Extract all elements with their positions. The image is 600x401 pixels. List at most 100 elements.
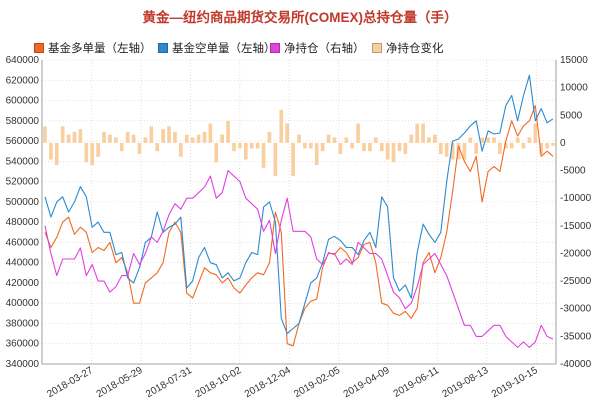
y-left-tick-label: 340000 <box>6 359 40 370</box>
legend-label-net: 净持仓（右轴） <box>284 43 365 55</box>
net-change-bar <box>421 123 425 143</box>
net-change-bar <box>131 134 136 143</box>
net-change-bar <box>190 137 195 143</box>
y-left-tick-label: 620000 <box>6 75 40 86</box>
net-change-bar <box>403 142 408 154</box>
net-change-bar <box>368 142 372 152</box>
net-change-bar <box>196 134 201 143</box>
y-right-tick-label: 10000 <box>560 83 588 94</box>
legend: 基金多单量（左轴） 基金空单量（左轴） 净持仓（右轴） 净持仓变化 <box>0 40 600 56</box>
net-change-bar <box>90 142 95 166</box>
net-change-bar <box>43 126 47 143</box>
net-change-bar <box>450 142 455 160</box>
net-change-bar <box>202 131 207 143</box>
legend-item-short: 基金空单量（左轴） <box>158 40 276 56</box>
x-tick-label: 2019-06-11 <box>392 365 442 400</box>
x-tick-label: 2019-04-09 <box>342 365 392 400</box>
net-change-bar <box>232 142 236 152</box>
legend-swatch-long <box>34 43 44 53</box>
x-tick-label: 2018-05-29 <box>95 365 145 400</box>
series-lines <box>44 74 554 348</box>
y-right-tick-label: -40000 <box>560 359 592 370</box>
net-change-bar <box>433 134 437 143</box>
legend-swatch-net <box>270 43 280 53</box>
y-left-tick-label: 500000 <box>6 197 40 208</box>
net-position-line <box>44 169 554 348</box>
legend-label-change: 净持仓变化 <box>386 43 444 55</box>
net-change-bar <box>415 123 419 143</box>
net-change-bar <box>492 137 496 143</box>
net-change-bar <box>114 137 118 143</box>
net-change-bar <box>208 123 213 143</box>
net-change-bar <box>173 131 177 143</box>
net-change-bar <box>373 137 378 143</box>
y-left-tick-label: 480000 <box>6 217 40 228</box>
net-change-bar <box>480 137 484 143</box>
net-change-bar <box>551 142 555 146</box>
net-change-bar <box>214 142 219 163</box>
y-right-tick-label: -20000 <box>560 248 592 259</box>
net-change-bar <box>102 131 106 143</box>
y-right-tick-label: 0 <box>560 138 566 149</box>
net-change-bar <box>438 142 443 154</box>
x-tick-label: 2018-07-31 <box>144 365 194 400</box>
legend-item-long: 基金多单量（左轴） <box>34 40 152 56</box>
net-change-bar <box>320 142 325 152</box>
net-change-bar <box>515 137 520 143</box>
legend-item-net: 净持仓（右轴） <box>270 40 365 56</box>
net-change-bar <box>54 142 59 166</box>
net-change-bar <box>72 131 77 143</box>
net-change-bar <box>409 134 414 143</box>
y-left-tick-label: 360000 <box>6 339 40 350</box>
net-change-bar <box>96 142 100 157</box>
net-change-bar <box>486 137 490 143</box>
net-change-bar <box>474 142 479 154</box>
net-change-bar <box>303 142 307 149</box>
net-change-bar <box>297 134 301 143</box>
chart-title: 黄金—纽约商品期货交易所(COMEX)总持仓量（手） <box>142 10 458 25</box>
y-left-tick-label: 420000 <box>6 278 40 289</box>
net-change-bar <box>285 123 290 143</box>
net-change-bar <box>66 134 71 143</box>
net-change-bar <box>462 142 467 160</box>
x-tick-label: 2019-08-13 <box>441 365 491 400</box>
x-tick-label: 2019-02-05 <box>292 365 342 400</box>
net-change-bar <box>385 142 390 160</box>
net-change-bar <box>338 142 343 154</box>
y-left-tick-label: 640000 <box>6 55 40 66</box>
net-change-bar <box>468 137 473 143</box>
x-tick-label: 2018-03-27 <box>45 365 95 400</box>
y-right-tick-label: -5000 <box>560 166 586 177</box>
y-left-tick-label: 600000 <box>6 96 40 107</box>
net-change-bar <box>108 134 112 143</box>
net-change-bar <box>350 142 355 149</box>
net-change-bar <box>397 142 402 152</box>
short-position-line <box>44 74 554 335</box>
y-right-tick-label: -10000 <box>560 193 592 204</box>
y-left-tick-label: 460000 <box>6 237 40 248</box>
net-change-bar <box>456 142 461 160</box>
net-change-bar <box>49 142 53 160</box>
net-change-bar <box>533 123 538 143</box>
net-change-bars <box>43 109 555 177</box>
y-left-tick-label: 400000 <box>6 298 40 309</box>
net-change-bar <box>539 142 544 154</box>
net-change-bar <box>161 129 165 143</box>
net-change-bar <box>261 142 266 168</box>
x-tick-label: 2019-10-15 <box>490 365 540 400</box>
y-right-tick-label: 5000 <box>560 110 583 121</box>
net-change-bar <box>498 142 502 154</box>
net-change-bar <box>509 142 514 149</box>
net-change-bar <box>220 134 225 143</box>
y-left-tick-label: 540000 <box>6 156 40 167</box>
net-change-bar <box>314 142 319 166</box>
y-left-tick-label: 520000 <box>6 177 40 188</box>
net-change-bar <box>167 126 171 143</box>
y-left-tick-label: 560000 <box>6 136 40 147</box>
y-left-tick-label: 580000 <box>6 116 40 127</box>
net-change-bar <box>179 142 183 157</box>
tick-labels: 340000 360000 380000 400000 420000 440000 4600… <box>6 55 592 400</box>
net-change-bar <box>249 142 254 149</box>
net-change-bar <box>291 142 295 177</box>
